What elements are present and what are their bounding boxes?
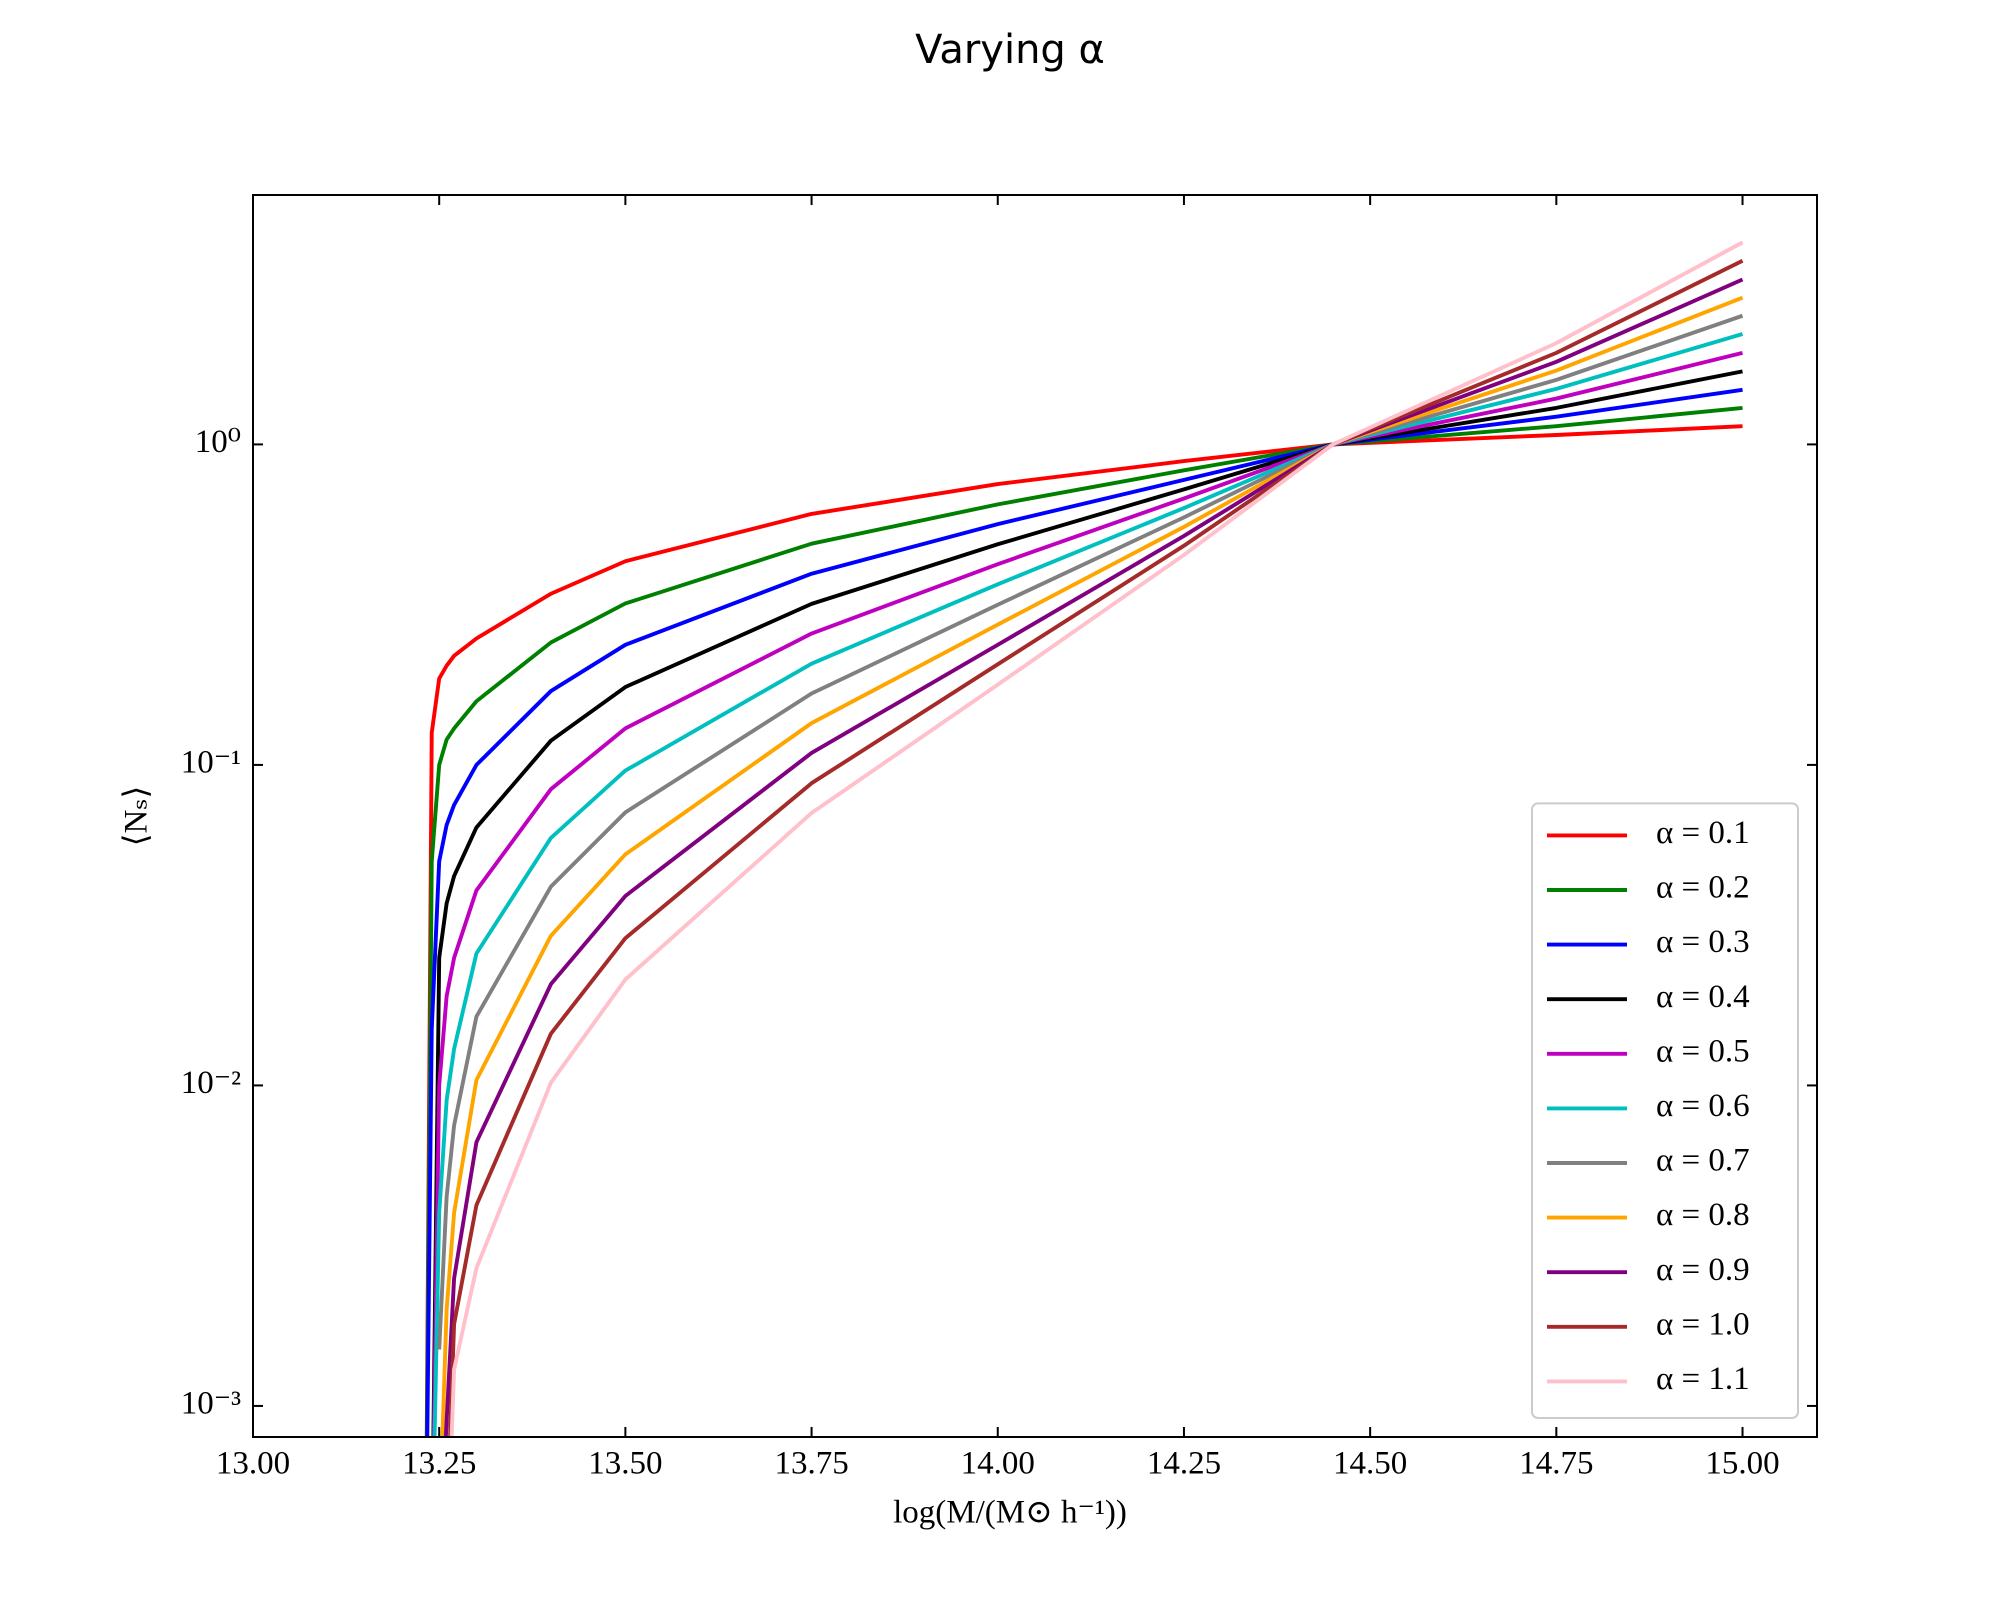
legend-label: α = 0.5 [1656, 1033, 1750, 1069]
plot-frame [252, 194, 1818, 1438]
x-tick-label: 15.00 [1705, 1446, 1779, 1482]
x-tick-label: 14.25 [1147, 1446, 1221, 1482]
legend-label: α = 0.6 [1656, 1088, 1750, 1124]
legend-label: α = 1.0 [1656, 1306, 1750, 1342]
legend-frame [1531, 802, 1799, 1419]
y-axis-label: ⟨Nₛ⟩ [119, 786, 155, 847]
x-tick-label: 13.50 [588, 1446, 662, 1482]
y-tick-label: 10⁻¹ [181, 744, 241, 780]
legend-label: α = 1.1 [1656, 1361, 1750, 1397]
legend-label: α = 0.4 [1656, 979, 1750, 1015]
x-axis-label: log(M/(M⊙ h⁻¹)) [893, 1495, 1127, 1531]
x-tick-label: 14.00 [961, 1446, 1035, 1482]
x-tick-label: 14.75 [1519, 1446, 1593, 1482]
legend-label: α = 0.8 [1656, 1197, 1750, 1233]
plot-area [424, 240, 1744, 1437]
x-tick-label: 13.00 [216, 1446, 290, 1482]
chart-title: Varying α [915, 27, 1105, 73]
x-tick-label: 13.75 [774, 1446, 848, 1482]
x-tick-label: 14.50 [1333, 1446, 1407, 1482]
series-line [449, 240, 1744, 1437]
y-tick-label: 10⁰ [195, 424, 241, 460]
legend-label: α = 0.7 [1656, 1143, 1750, 1179]
legend-label: α = 0.1 [1656, 815, 1750, 851]
legend: α = 0.1 α = 0.2 α = 0.3 α = 0.4 α = 0.5 α = 0… [1531, 802, 1799, 1419]
legend-label: α = 0.9 [1656, 1252, 1750, 1288]
y-tick-label: 10⁻² [181, 1065, 241, 1101]
series-line [448, 259, 1744, 1437]
y-tick-label: 10⁻³ [181, 1386, 241, 1422]
legend-label: α = 0.3 [1656, 924, 1750, 960]
legend-label: α = 0.2 [1656, 870, 1750, 906]
x-tick-label: 13.25 [402, 1446, 476, 1482]
